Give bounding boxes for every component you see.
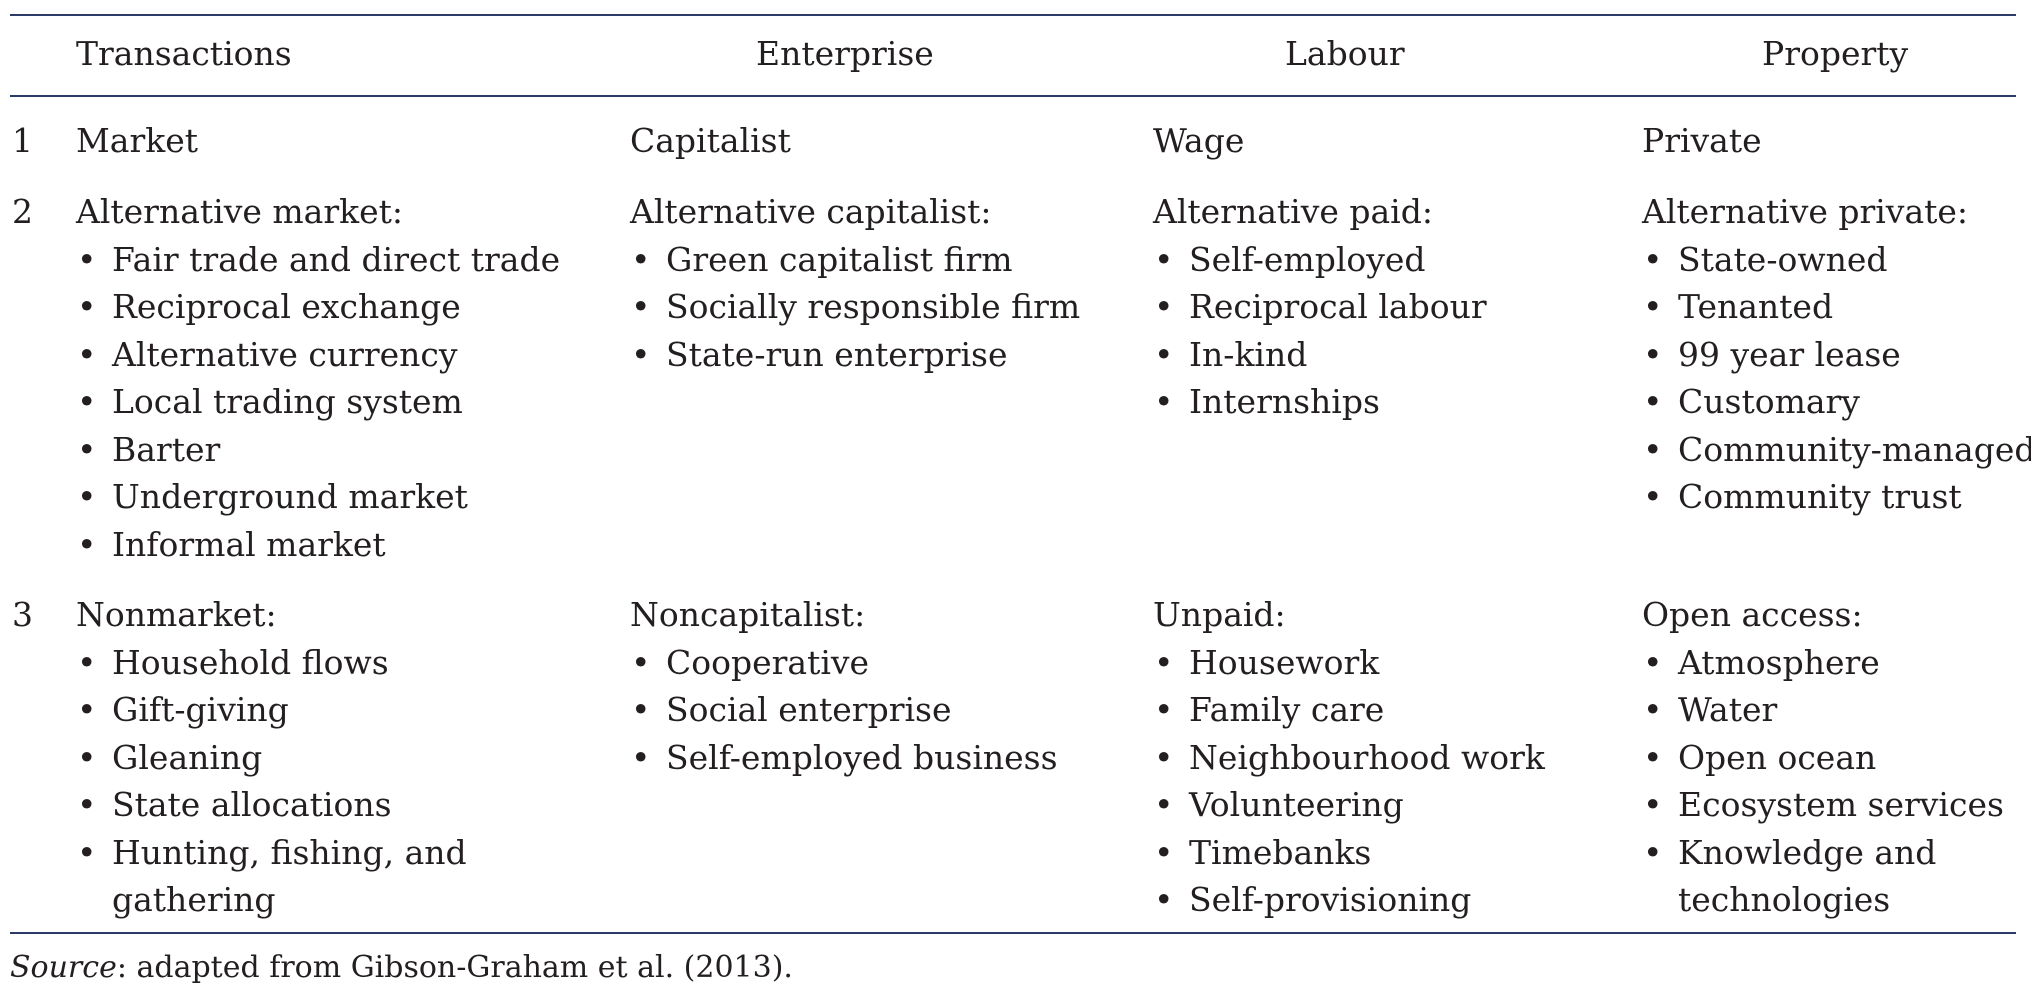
- row-2-labour-cell: Alternative paid: Self-employedReciproca…: [1153, 188, 1487, 426]
- row-3-property-cell: Open access: AtmosphereWaterOpen oceanEc…: [1642, 591, 2004, 924]
- source-label: Source: [10, 950, 117, 985]
- table-top-rule: [10, 14, 2016, 16]
- cell-heading: Market: [76, 121, 199, 160]
- table-bottom-rule: [10, 932, 2016, 934]
- list-item: Atmosphere: [1642, 639, 2004, 687]
- row-1-property-cell: Private: [1642, 117, 1762, 165]
- cell-heading: Capitalist: [630, 121, 791, 160]
- column-header-property: Property: [1762, 34, 1909, 73]
- row-number-2: 2: [12, 192, 33, 231]
- source-note: Source: adapted from Gibson-Graham et al…: [10, 950, 793, 986]
- list-item: Timebanks: [1153, 829, 1545, 877]
- bullet-list: State-ownedTenanted99 year leaseCustomar…: [1642, 236, 2031, 521]
- list-item: Barter: [76, 426, 560, 474]
- cell-heading: Alternative capitalist:: [630, 192, 992, 231]
- list-item: Socially responsible firm: [630, 283, 1080, 331]
- list-item: Volunteering: [1153, 781, 1545, 829]
- list-item: Community-managed: [1642, 426, 2031, 474]
- row-1-enterprise-cell: Capitalist: [630, 117, 791, 165]
- row-2-enterprise-cell: Alternative capitalist: Green capitalist…: [630, 188, 1080, 378]
- list-item: Social enterprise: [630, 686, 1058, 734]
- row-number-1: 1: [12, 121, 33, 160]
- list-item: 99 year lease: [1642, 331, 2031, 379]
- list-item: Green capitalist firm: [630, 236, 1080, 284]
- cell-heading: Open access:: [1642, 595, 1863, 634]
- list-item: Self-employed business: [630, 734, 1058, 782]
- list-item: Household flows: [76, 639, 467, 687]
- column-header-labour: Labour: [1285, 34, 1405, 73]
- row-2-transactions-cell: Alternative market: Fair trade and direc…: [76, 188, 560, 568]
- list-item: Alternative currency: [76, 331, 560, 379]
- list-item: Housework: [1153, 639, 1545, 687]
- row-1-labour-cell: Wage: [1153, 117, 1244, 165]
- row-2-property-cell: Alternative private: State-ownedTenanted…: [1642, 188, 2031, 521]
- list-item: Gift-giving: [76, 686, 467, 734]
- row-1-transactions-cell: Market: [76, 117, 198, 165]
- list-item: Neighbourhood work: [1153, 734, 1545, 782]
- list-item: Customary: [1642, 378, 2031, 426]
- list-item: In-kind: [1153, 331, 1487, 379]
- list-item: Informal market: [76, 521, 560, 569]
- bullet-list: Green capitalist firmSocially responsibl…: [630, 236, 1080, 379]
- list-item: State allocations: [76, 781, 467, 829]
- list-item: Self-provisioning: [1153, 876, 1545, 924]
- list-item: Cooperative: [630, 639, 1058, 687]
- bullet-list: AtmosphereWaterOpen oceanEcosystem servi…: [1642, 639, 2004, 924]
- list-item: Reciprocal exchange: [76, 283, 560, 331]
- list-item: Reciprocal labour: [1153, 283, 1487, 331]
- cell-heading: Private: [1642, 121, 1762, 160]
- cell-heading: Wage: [1153, 121, 1245, 160]
- list-item: Open ocean: [1642, 734, 2004, 782]
- list-item: Self-employed: [1153, 236, 1487, 284]
- bullet-list: HouseworkFamily careNeighbourhood workVo…: [1153, 639, 1545, 924]
- list-item: Local trading system: [76, 378, 560, 426]
- cell-heading: Alternative market:: [76, 192, 404, 231]
- source-text: : adapted from Gibson-Graham et al. (201…: [116, 950, 793, 985]
- list-item: Underground market: [76, 473, 560, 521]
- cell-heading: Noncapitalist:: [630, 595, 866, 634]
- bullet-list: Fair trade and direct tradeReciprocal ex…: [76, 236, 560, 569]
- list-item: Fair trade and direct trade: [76, 236, 560, 284]
- cell-heading: Alternative paid:: [1153, 192, 1433, 231]
- row-number-3: 3: [12, 595, 33, 634]
- row-3-enterprise-cell: Noncapitalist: CooperativeSocial enterpr…: [630, 591, 1058, 781]
- table-header-rule: [10, 95, 2016, 97]
- list-item: Water: [1642, 686, 2004, 734]
- row-3-transactions-cell: Nonmarket: Household flowsGift-givingGle…: [76, 591, 467, 924]
- list-item: Internships: [1153, 378, 1487, 426]
- list-item: Gleaning: [76, 734, 467, 782]
- cell-heading: Nonmarket:: [76, 595, 277, 634]
- column-header-transactions: Transactions: [76, 34, 292, 73]
- list-item: State-owned: [1642, 236, 2031, 284]
- list-item: Ecosystem services: [1642, 781, 2004, 829]
- bullet-list: Self-employedReciprocal labourIn-kindInt…: [1153, 236, 1487, 426]
- list-item: Community trust: [1642, 473, 2031, 521]
- list-item: Tenanted: [1642, 283, 2031, 331]
- row-3-labour-cell: Unpaid: HouseworkFamily careNeighbourhoo…: [1153, 591, 1545, 924]
- column-header-enterprise: Enterprise: [756, 34, 934, 73]
- list-item: Family care: [1153, 686, 1545, 734]
- cell-heading: Unpaid:: [1153, 595, 1286, 634]
- bullet-list: CooperativeSocial enterpriseSelf-employe…: [630, 639, 1058, 782]
- list-item: State-run enterprise: [630, 331, 1080, 379]
- bullet-list: Household flowsGift-givingGleaningState …: [76, 639, 467, 924]
- cell-heading: Alternative private:: [1642, 192, 1969, 231]
